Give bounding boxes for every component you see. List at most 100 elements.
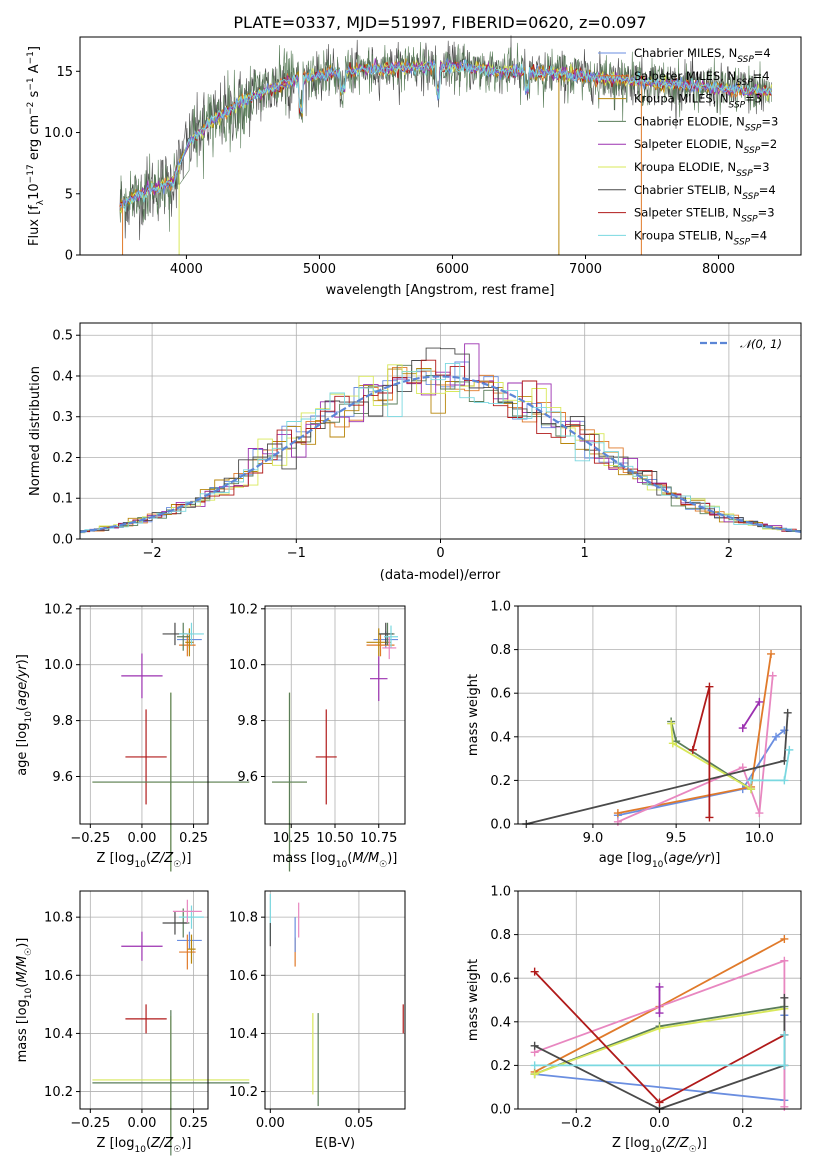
panel-age-vs-mass: 10.25 10.50 10.75 9.6 9.8 10.0 10.2 mass [log10… <box>229 602 406 872</box>
y-tick-label: 0.8 <box>490 928 511 943</box>
panel-mass-vs-ebv: 0.00 0.05 10.2 10.4 10.6 10.8 E(B-V) <box>229 890 406 1151</box>
panel-residuals: −2 −1 0 1 2 0.0 0.1 0.2 0.3 0.4 0.5 (data-model)/er… <box>28 322 802 583</box>
y-axis-label: age [log10(age/yr)] <box>15 654 34 776</box>
y-axis-label: Flux [fλ10−17 erg cm−2 s−1 A−1] <box>26 46 46 246</box>
weight-marker <box>780 934 789 943</box>
y-tick-label: 0.1 <box>52 492 73 507</box>
y-tick-label: 10.0 <box>229 658 258 673</box>
x-tick-label: −0.2 <box>560 1116 592 1131</box>
x-tick-label: 0 <box>436 546 444 561</box>
weight-marker <box>655 1024 664 1033</box>
weight-marker <box>780 776 789 785</box>
legend-entry: 𝒩(0, 1) <box>740 337 782 351</box>
panel-weight-vs-age: 9.0 9.5 10.0 0.0 0.2 0.4 0.6 0.8 1.0 age [log10(a… <box>466 600 802 870</box>
weight-marker <box>655 1098 664 1107</box>
axes-frame <box>264 890 406 1110</box>
y-tick-label: 10.0 <box>44 658 73 673</box>
x-axis-label: (data-model)/error <box>380 568 501 583</box>
x-tick-label: 9.0 <box>583 831 604 846</box>
y-tick-label: 9.6 <box>237 770 258 785</box>
legend-entry: Chabrier ELODIE, NSSP=3 <box>634 114 778 133</box>
axes-frame <box>517 605 802 825</box>
x-tick-label: 0.00 <box>256 1116 285 1131</box>
weight-marker <box>747 776 756 785</box>
weight-marker <box>530 1041 539 1050</box>
y-tick-label: 0.5 <box>52 329 73 344</box>
axes-frame <box>79 36 802 256</box>
weight-marker <box>780 1030 789 1039</box>
x-tick-label: 10.50 <box>316 831 353 846</box>
y-tick-label: 10.8 <box>44 911 73 926</box>
y-tick-label: 10.8 <box>229 911 258 926</box>
x-tick-label: 10.75 <box>360 831 397 846</box>
y-tick-label: 5 <box>65 187 73 202</box>
x-axis-label: Z [log10(Z/Z☉)] <box>97 1136 192 1155</box>
axes-frame <box>79 890 209 1110</box>
legend-entry: Salpeter STELIB, NSSP=3 <box>634 206 775 225</box>
weight-marker <box>530 967 539 976</box>
x-tick-label: 0.25 <box>179 1116 208 1131</box>
x-axis-label: E(B-V) <box>315 1136 355 1151</box>
axes-frame <box>79 605 209 825</box>
x-axis-label: Z [log10(Z/Z☉)] <box>97 851 192 870</box>
x-tick-label: −0.25 <box>70 1116 110 1131</box>
x-tick-label: 0.2 <box>732 1116 753 1131</box>
histogram-chabrier-stelib <box>79 347 801 539</box>
weight-marker <box>772 732 781 741</box>
y-tick-label: 0.3 <box>52 410 73 425</box>
y-tick-label: 0.0 <box>52 533 73 548</box>
y-tick-label: 1.0 <box>490 885 511 900</box>
y-tick-label: 0.6 <box>490 687 511 702</box>
y-tick-label: 0.8 <box>490 643 511 658</box>
legend-entry: Kroupa ELODIE, NSSP=3 <box>634 160 770 179</box>
weight-marker <box>530 1070 539 1079</box>
y-tick-label: 0.2 <box>490 1059 511 1074</box>
spectrum-kroupa-stelib <box>119 59 773 213</box>
x-axis-label: mass [log10(M/M☉)] <box>273 851 398 870</box>
legend-entry: Chabrier MILES, NSSP=4 <box>634 46 771 65</box>
x-tick-label: 0.00 <box>127 831 156 846</box>
weight-marker <box>780 993 789 1002</box>
weight-marker <box>785 745 794 754</box>
weight-marker <box>738 763 747 772</box>
y-tick-label: 10.2 <box>229 1085 258 1100</box>
y-axis-label: Normed distribution <box>28 366 43 496</box>
weight-marker <box>655 982 664 991</box>
y-axis-label: mass weight <box>466 674 481 756</box>
x-tick-label: −1 <box>287 546 306 561</box>
spectrum-kroupa-elodie <box>119 59 773 214</box>
y-tick-label: 10.2 <box>44 602 73 617</box>
weight-marker <box>780 1061 789 1070</box>
x-tick-label: 5000 <box>303 262 336 277</box>
weight-marker <box>755 697 764 706</box>
x-tick-label: 0.05 <box>344 1116 373 1131</box>
spectrum-chabrier-elodie <box>119 41 772 232</box>
y-tick-label: 9.8 <box>52 714 73 729</box>
y-tick-label: 10.2 <box>229 602 258 617</box>
x-tick-label: 0.00 <box>127 1116 156 1131</box>
weight-marker <box>613 809 622 818</box>
weight-marker <box>668 739 677 748</box>
y-tick-label: 0.2 <box>52 451 73 466</box>
weight-marker <box>655 1009 664 1018</box>
x-tick-label: −2 <box>143 546 162 561</box>
panel-spectrum: 4000 5000 6000 7000 8000 0 5 10.0 15 wavelength [… <box>26 35 802 298</box>
y-tick-label: 0.4 <box>52 369 73 384</box>
figure-title: PLATE=0337, MJD=51997, FIBERID=0620, z=0… <box>233 13 646 32</box>
weight-line <box>617 729 785 817</box>
y-tick-label: 10.6 <box>229 969 258 984</box>
x-tick-label: −0.25 <box>70 831 110 846</box>
legend-entry: Salpeter ELODIE, NSSP=2 <box>634 137 777 156</box>
weight-marker <box>747 785 756 794</box>
x-tick-label: 10.0 <box>745 831 774 846</box>
y-tick-label: 0.4 <box>490 1015 511 1030</box>
x-tick-label: 0.25 <box>179 831 208 846</box>
weight-marker <box>738 724 747 733</box>
x-axis-label: age [log10(age/yr)] <box>599 851 721 870</box>
x-tick-label: 10.25 <box>273 831 310 846</box>
x-tick-label: 4000 <box>170 262 203 277</box>
y-tick-label: 10.4 <box>229 1027 258 1042</box>
y-tick-label: 10.0 <box>44 126 73 141</box>
y-tick-label: 9.8 <box>237 714 258 729</box>
